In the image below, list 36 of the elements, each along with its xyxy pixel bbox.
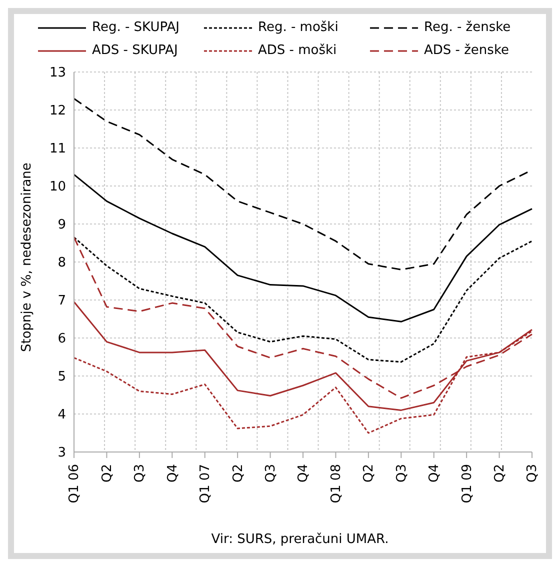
x-tick-label: Q4 [296,464,312,483]
text: Vir: SURS, preračuni UMAR. [210,532,390,549]
y-tick-label: 8 [58,256,66,271]
line-series [73,174,533,322]
y-tick-label: 12 [49,104,66,119]
x-tick-label: Q2 [492,464,508,483]
y-tick-label: 3 [58,446,66,461]
x-tick-label: Q1 07 [198,464,214,504]
legend-label: Reg. - SKUPAJ [92,20,180,35]
legend-label: ADS - SKUPAJ [92,43,178,58]
x-tick-label: Q3 [394,464,410,483]
line-series [73,236,533,363]
legend-label: Reg. - moški [258,20,338,35]
x-tick-label: Q1 06 [67,464,82,504]
y-axis-title: Stopnje v %, nedesezonirane [20,162,35,352]
x-tick-label: Q4 [427,464,442,483]
legend-label: Reg. - ženske [424,20,511,35]
x-tick-label: Q4 [165,464,180,483]
y-tick-label: 9 [58,218,66,233]
x-tick-label: Q1 09 [460,464,475,504]
x-tick-label: Q2 [362,464,377,483]
legend-label: ADS - moški [258,43,337,58]
y-tick-label: 6 [58,332,66,347]
legend-label: ADS - ženske [424,43,510,58]
y-tick-label: 7 [58,294,66,309]
x-tick-label: Q1 08 [328,464,344,504]
x-tick-label: Q3 [264,464,279,483]
y-tick-label: 10 [49,180,66,195]
y-tick-label: 5 [58,370,66,385]
x-tick-label: Q3 [132,464,148,483]
x-tick-label: Q3 [525,464,540,483]
y-tick-label: 11 [49,142,66,157]
x-tick-label: Q2 [100,464,115,483]
y-tick-label: 4 [58,408,66,423]
y-tick-label: 13 [49,66,66,81]
x-tick-label: Q2 [230,464,246,483]
